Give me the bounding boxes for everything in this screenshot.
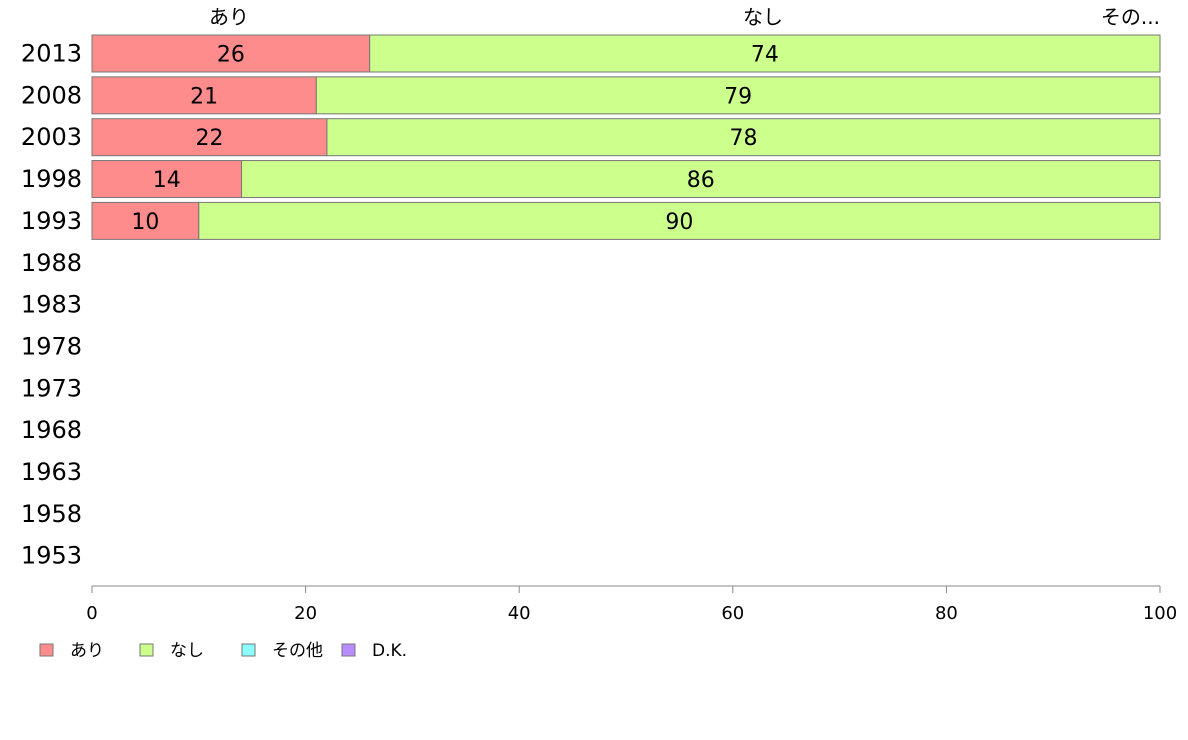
category-label: 1988 (21, 249, 82, 277)
data-label: 22 (195, 126, 223, 151)
data-label: 21 (190, 84, 218, 109)
bar-segment (241, 160, 1161, 199)
data-label: 14 (153, 168, 181, 193)
bar-segment (198, 201, 1161, 240)
category-label: 1958 (21, 500, 82, 528)
bar-segment (369, 34, 1161, 73)
legend-swatch (139, 643, 154, 657)
category-label: 1963 (21, 458, 82, 486)
data-label: 86 (687, 168, 715, 193)
x-tick-label: 40 (508, 603, 531, 624)
top-series-label: なし (743, 5, 783, 29)
legend-swatch (39, 643, 54, 657)
category-label: 2003 (21, 123, 82, 151)
x-tick-label: 20 (294, 603, 317, 624)
legend-swatch (241, 643, 256, 657)
data-label: 74 (751, 43, 779, 68)
data-label: 90 (665, 210, 693, 235)
bar-segment (91, 34, 371, 73)
legend-label: D.K. (372, 641, 407, 661)
data-label: 10 (131, 210, 159, 235)
top-series-label: その... (1101, 5, 1160, 29)
category-label: 1953 (21, 542, 82, 570)
bar-segment (91, 201, 200, 240)
bar-segment (91, 76, 317, 115)
x-tick-label: 80 (935, 603, 958, 624)
bar-segment (91, 118, 328, 157)
bar-segment (91, 160, 243, 199)
category-label: 1993 (21, 207, 82, 235)
category-label: 2008 (21, 81, 82, 109)
data-label: 26 (217, 43, 245, 68)
x-tick-label: 100 (1143, 603, 1177, 624)
legend-swatch (341, 643, 356, 657)
category-label: 1968 (21, 416, 82, 444)
data-label: 79 (724, 84, 752, 109)
legend-label: なし (170, 641, 204, 661)
x-tick-label: 0 (86, 603, 97, 624)
top-series-label: あり (209, 5, 249, 29)
legend-label: その他 (272, 641, 323, 661)
legend-label: あり (70, 641, 104, 661)
category-label: 1998 (21, 165, 82, 193)
category-label: 2013 (21, 40, 82, 68)
bar-segment (326, 118, 1161, 157)
category-label: 1978 (21, 332, 82, 360)
x-tick-label: 60 (721, 603, 744, 624)
data-label: 78 (729, 126, 757, 151)
category-label: 1973 (21, 374, 82, 402)
category-label: 1983 (21, 291, 82, 319)
bar-segment (315, 76, 1161, 115)
